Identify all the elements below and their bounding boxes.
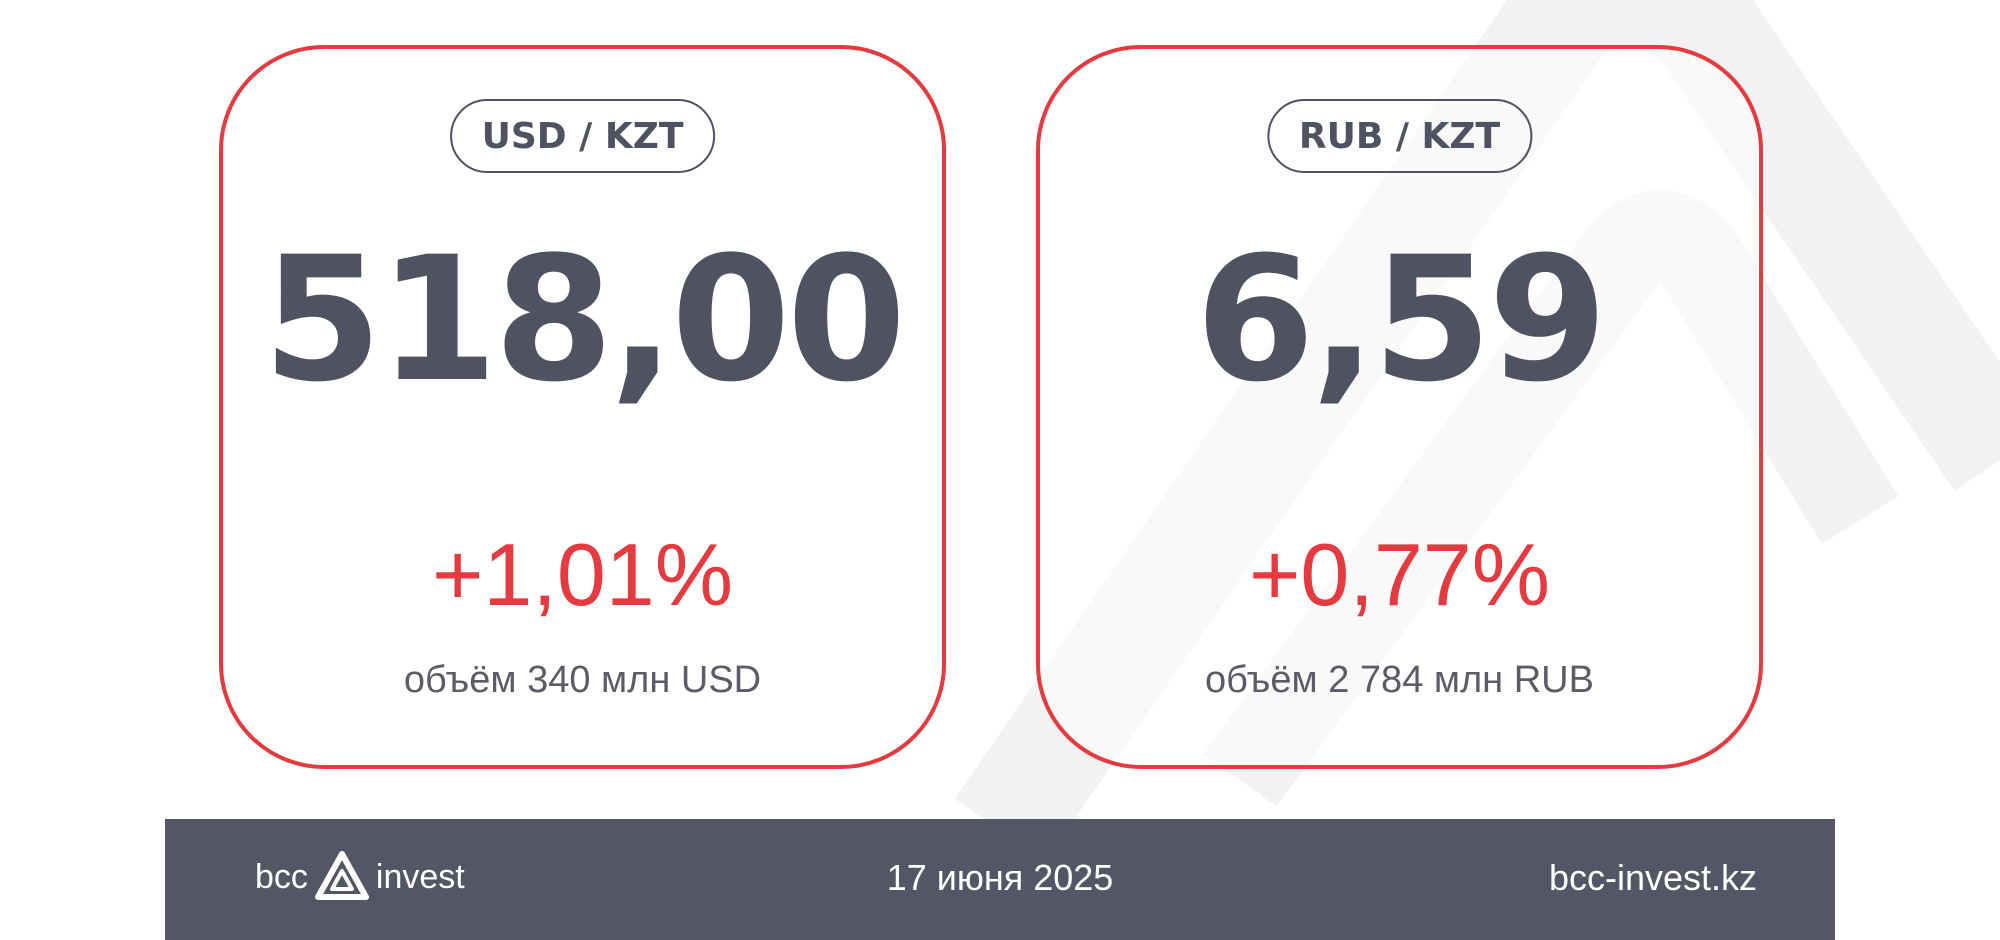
rate-change: +0,77%	[1249, 525, 1550, 624]
logo-text-bcc: bcc	[255, 857, 308, 896]
bcc-invest-logo: bcc invest	[255, 849, 465, 905]
bcc-triangle-logo-icon	[314, 851, 369, 900]
rub-kzt-card: RUB / KZT 6,59 +0,77% объём 2 784 млн RU…	[1036, 45, 1763, 769]
currency-pair-badge: USD / KZT	[449, 99, 716, 173]
footer-bar: bcc invest 17 июня 2025 bcc-invest.kz	[165, 819, 1835, 940]
trade-volume: объём 340 млн USD	[403, 659, 762, 701]
usd-kzt-card: USD / KZT 518,00 +1,01% объём 340 млн US…	[219, 45, 946, 769]
currency-pair-badge: RUB / KZT	[1266, 99, 1533, 173]
exchange-rate: 518,00	[262, 219, 907, 420]
exchange-rate: 6,59	[1195, 219, 1607, 420]
report-date: 17 июня 2025	[886, 857, 1114, 898]
trade-volume: объём 2 784 млн RUB	[1205, 659, 1594, 701]
logo-text-invest: invest	[375, 857, 465, 896]
rate-change: +1,01%	[432, 525, 733, 624]
website-link[interactable]: bcc-invest.kz	[1548, 857, 1757, 898]
